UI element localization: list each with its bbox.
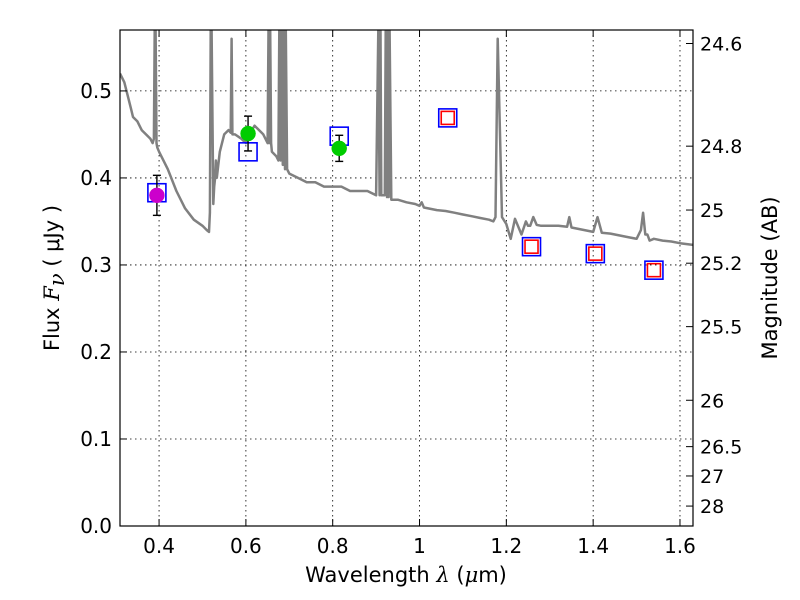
model-points-square: [644, 260, 664, 280]
y2-tick-label: 26.5: [700, 437, 742, 459]
x-axis-lambda-symbol: λ: [435, 563, 449, 587]
y2-tick-label: 25: [700, 200, 724, 222]
y2-tick-label: 28: [700, 496, 724, 518]
x-axis-units-open: (: [450, 563, 465, 587]
y2-tick-label: 24.8: [700, 136, 742, 158]
upper-limits-square: [440, 110, 456, 126]
data-markers: [147, 108, 664, 280]
y-axis-units: ( μJy ): [40, 205, 64, 273]
x-axis-label: Wavelength λ (μm): [305, 563, 507, 587]
upper-limits-square: [524, 239, 539, 254]
model-points-square: [585, 243, 606, 264]
y2-axis-label: Magnitude (AB): [758, 196, 782, 359]
y-tick-label: 0.0: [80, 514, 112, 538]
y2-tick-label: 27: [700, 466, 724, 488]
observed-vi-point: [240, 125, 256, 142]
y-axis-label-prefix: Flux: [40, 301, 64, 351]
model-spectrum-line: [120, 30, 693, 247]
model-points-square: [437, 108, 458, 128]
observed-vi-point: [331, 140, 347, 157]
x-axis-units-rest: m): [478, 563, 507, 587]
x-tick-label: 0.8: [317, 534, 349, 558]
y-tick-label: 0.3: [80, 253, 112, 277]
y-tick-label: 0.1: [80, 427, 112, 451]
y2-tick-label: 24.6: [700, 33, 742, 55]
x-axis-label-prefix: Wavelength: [305, 563, 436, 587]
x-axis-mu-symbol: μ: [465, 563, 479, 587]
x-tick-label: 1.2: [490, 534, 522, 558]
x-tick-label: 1.6: [664, 534, 696, 558]
upper-limits-square: [646, 262, 662, 278]
y-tick-label: 0.2: [80, 340, 112, 364]
y2-tick-label: 25.5: [700, 317, 742, 339]
x-tick-label: 0.6: [230, 534, 262, 558]
plot-background: [120, 30, 693, 526]
y-axis-nu-subscript: ν: [45, 273, 69, 286]
x-tick-label: 1.4: [577, 534, 609, 558]
y2-tick-label: 26: [700, 390, 724, 412]
plot-area: [120, 30, 693, 280]
y-axis-flux-symbol: F: [40, 285, 64, 302]
observed-u-point: [149, 187, 165, 204]
y-tick-label: 0.4: [80, 166, 112, 190]
y2-tick-label: 25.2: [700, 253, 742, 275]
axis-ticks: 0.4 0.6 0.8 1 1.2 1.4 1.6 0.0 0.1 0.2 0.3 0.4 0.5 24.…: [80, 30, 742, 558]
upper-limits-square: [588, 246, 603, 261]
plot-frame: [119, 29, 694, 527]
y-axis-label: Flux Fν ( μJy ): [40, 205, 69, 351]
y-tick-label: 0.5: [80, 79, 112, 103]
model-points-square: [521, 236, 542, 257]
x-tick-label: 1: [413, 534, 426, 558]
x-tick-label: 0.4: [143, 534, 175, 558]
